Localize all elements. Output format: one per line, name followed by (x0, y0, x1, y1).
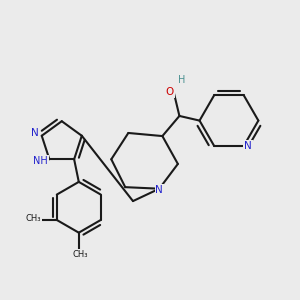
Text: N: N (31, 128, 39, 138)
Text: O: O (166, 87, 174, 97)
Text: N: N (244, 141, 252, 151)
Text: H: H (178, 75, 185, 85)
Text: CH₃: CH₃ (26, 214, 41, 223)
Text: CH₃: CH₃ (73, 250, 88, 259)
Text: N: N (155, 185, 163, 195)
Text: NH: NH (33, 156, 48, 166)
